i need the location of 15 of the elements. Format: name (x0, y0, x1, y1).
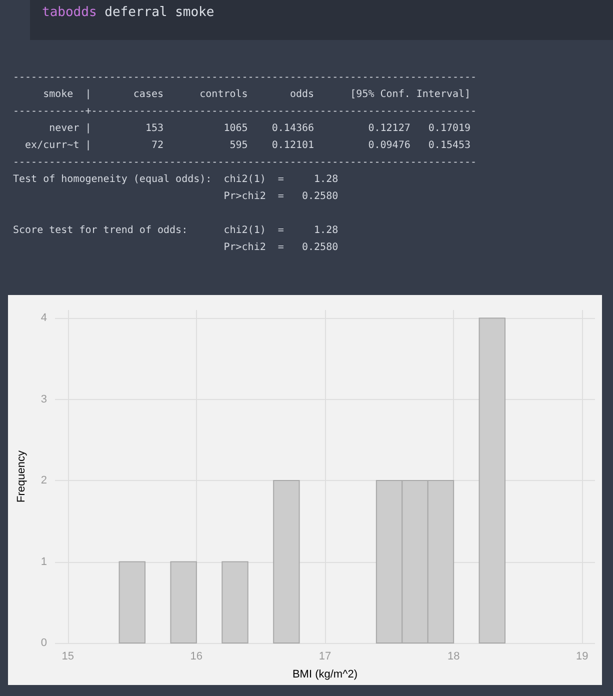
y-tick-label: 1 (40, 556, 47, 568)
x-tick-label: 19 (576, 650, 588, 662)
y-tick-label: 4 (40, 312, 47, 324)
x-tick-label: 16 (190, 650, 203, 662)
y-axis-title: Frequency (16, 450, 28, 502)
x-tick-label: 17 (318, 650, 332, 662)
text: ----------------------------------------------------------------------------- smoke | cases controls odds [95% Conf. Interval] ------------+---------------------------------------------------------------- never | 153 1065 0.14366 0.12127 0.17019 ex/curr~t | 72 595 0.12101 0.09476 0.15453 ----------------------------------------------------------------------------- Test of homogeneity (equal odds): chi2(1) = 1.28 Pr>chi2 = 0.2580 (13, 71, 477, 204)
text: tabodds deferral smoke (42, 5, 214, 20)
x-tick-label: 18 (447, 650, 460, 662)
text: Score test for trend of odds: chi2(1) = 1.28 Pr>chi2 = 0.2580 (13, 224, 340, 255)
y-tick-label: 0 (40, 637, 47, 649)
x-axis-title: BMI (kg/m^2) (292, 668, 358, 680)
x-tick-label: 15 (62, 650, 74, 662)
y-tick-label: 3 (40, 393, 47, 406)
y-tick-label: 2 (40, 474, 47, 487)
